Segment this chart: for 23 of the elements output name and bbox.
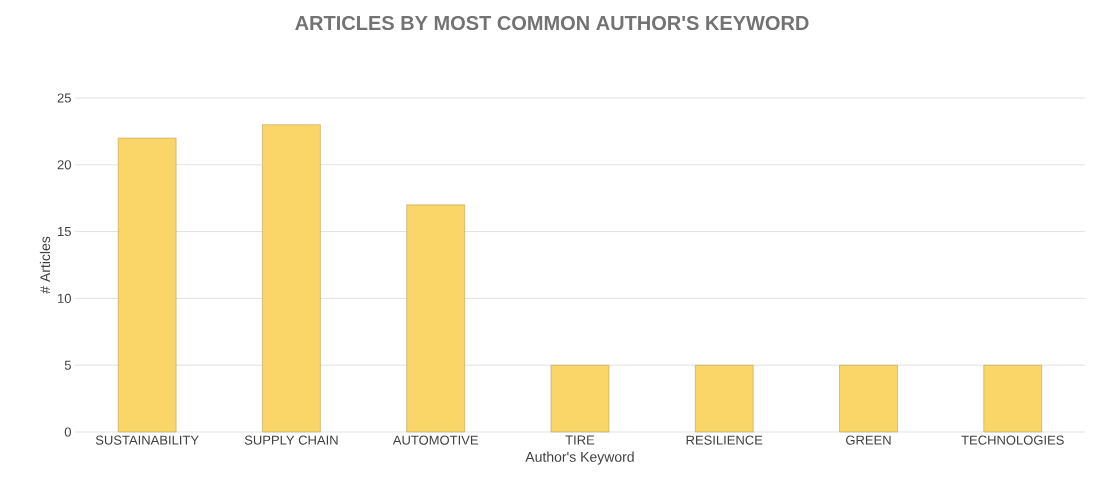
x-tick-label: RESILIENCE — [686, 435, 763, 445]
x-tick-label: TIRE — [565, 435, 595, 445]
y-axis-title: # Articles — [39, 236, 51, 294]
y-tick-label: 5 — [64, 360, 71, 370]
bar — [550, 364, 610, 433]
bar — [983, 364, 1042, 433]
y-tick-label: 15 — [58, 227, 71, 237]
x-tick-label: SUSTAINABILITY — [95, 435, 199, 445]
bar — [406, 204, 465, 433]
y-tick-label: 0 — [64, 427, 71, 437]
bar — [117, 137, 177, 433]
y-tick-label: 20 — [57, 160, 71, 170]
x-tick-label: TECHNOLOGIES — [961, 435, 1064, 445]
y-tick-label: 25 — [57, 93, 71, 103]
x-tick-label: AUTOMOTIVE — [392, 435, 478, 445]
x-tick-label: GREEN — [846, 435, 891, 445]
x-tick-label: SUPPLY CHAIN — [244, 435, 338, 445]
bar — [695, 364, 754, 433]
x-axis-title: Author's Keyword — [525, 451, 634, 465]
y-tick-label: 10 — [58, 293, 71, 303]
chart-title: ARTICLES BY MOST COMMON AUTHOR'S KEYWORD — [295, 15, 809, 31]
bar — [262, 124, 321, 433]
bar — [839, 364, 898, 433]
